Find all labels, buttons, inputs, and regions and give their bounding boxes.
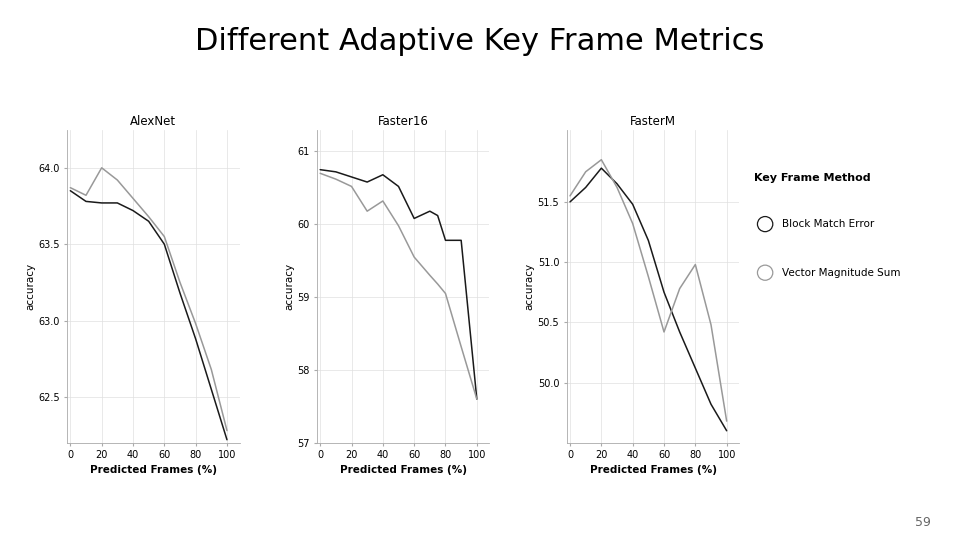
Title: Faster16: Faster16 xyxy=(378,116,428,129)
Text: 59: 59 xyxy=(915,516,931,529)
Title: AlexNet: AlexNet xyxy=(131,116,177,129)
Text: Different Adaptive Key Frame Metrics: Different Adaptive Key Frame Metrics xyxy=(195,27,765,56)
Y-axis label: accuracy: accuracy xyxy=(284,262,294,310)
Y-axis label: accuracy: accuracy xyxy=(525,262,535,310)
X-axis label: Predicted Frames (%): Predicted Frames (%) xyxy=(340,464,467,475)
Text: Vector Magnitude Sum: Vector Magnitude Sum xyxy=(782,268,900,278)
X-axis label: Predicted Frames (%): Predicted Frames (%) xyxy=(589,464,716,475)
Text: Key Frame Method: Key Frame Method xyxy=(754,173,870,183)
Title: FasterM: FasterM xyxy=(630,116,676,129)
Text: Block Match Error: Block Match Error xyxy=(782,219,875,229)
X-axis label: Predicted Frames (%): Predicted Frames (%) xyxy=(90,464,217,475)
Y-axis label: accuracy: accuracy xyxy=(25,262,36,310)
